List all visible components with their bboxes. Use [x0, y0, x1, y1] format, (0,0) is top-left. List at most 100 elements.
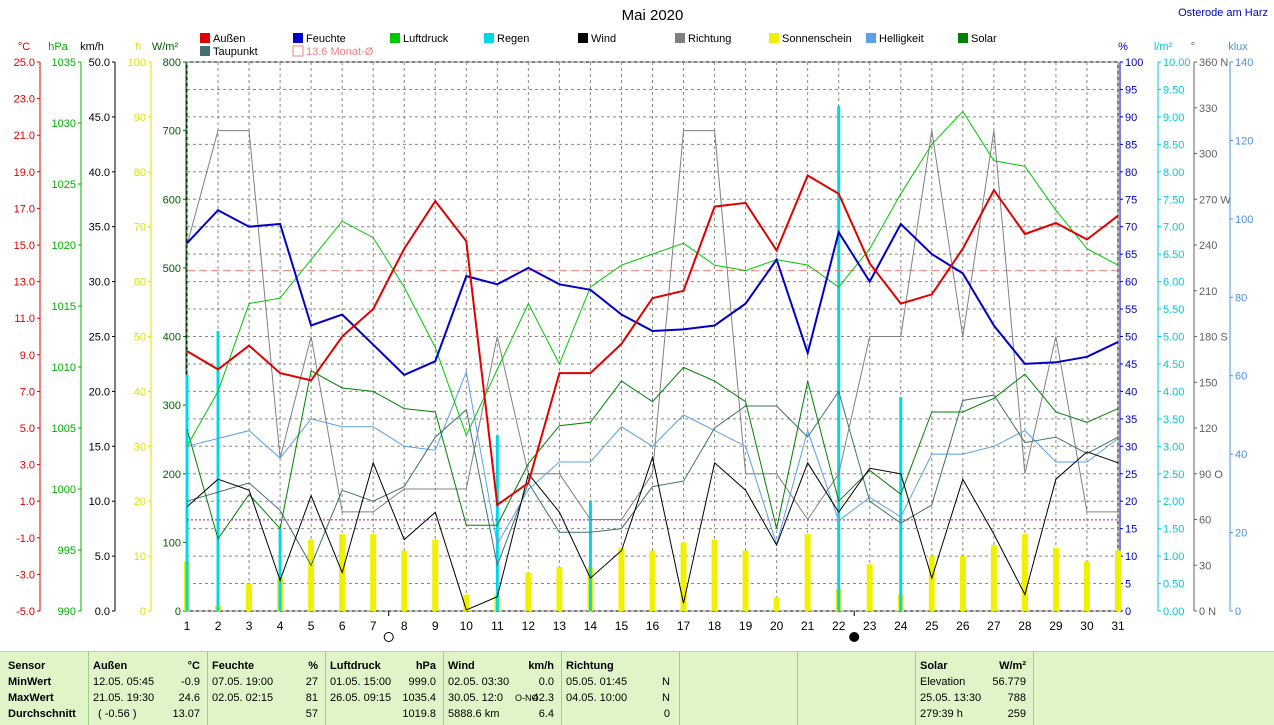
- axis-tick-label: 1.0: [20, 496, 35, 508]
- legend-label: Wind: [591, 33, 616, 45]
- axis-tick-label: 1015: [52, 301, 76, 313]
- stats-aussen-avg-val: 13.07: [172, 708, 200, 720]
- series-line-luftdruck: [186, 110, 1119, 447]
- stats-luftdruck-min-val: 999.0: [408, 676, 436, 688]
- stats-min-label: MinWert: [8, 676, 52, 688]
- axis-tick-label: 40.0: [89, 167, 110, 179]
- axis-tick-label: 7.00: [1163, 222, 1184, 234]
- legend-label: 13.6 Monat-Ø: [306, 46, 374, 58]
- stats-aussen-header: Außen: [93, 660, 128, 672]
- axis-tick-label: 50: [1125, 332, 1137, 344]
- axis-tick-label: 1.00: [1163, 551, 1184, 563]
- stats-solar-elevation-label: Elevation: [920, 676, 966, 688]
- axis-unit-label: °C: [18, 41, 30, 53]
- axis-tick-label: 8.50: [1163, 139, 1184, 151]
- axis-tick-label: 500: [163, 263, 181, 275]
- axis-tick-label: 60: [134, 277, 146, 289]
- legend-swatch: [866, 33, 876, 43]
- axis-tick-label: 5.50: [1163, 304, 1184, 316]
- axis-unit-label: klux: [1228, 41, 1248, 53]
- stats-richtung-min-val: N: [662, 676, 670, 688]
- rain-bar: [899, 396, 903, 611]
- axis-tick-label: 30: [1125, 441, 1137, 453]
- legend-swatch: [200, 46, 210, 56]
- stats-luftdruck-unit: hPa: [415, 660, 436, 672]
- stats-feuchte-unit: %: [308, 660, 318, 672]
- axis-tick-label: 23.0: [14, 94, 35, 106]
- axis-tick-label: 1010: [52, 362, 76, 374]
- stats-solar-hours: 279:39 h: [920, 708, 963, 720]
- axis-tick-label: 25: [1125, 469, 1137, 481]
- legend-swatch: [390, 33, 400, 43]
- stats-aussen-max-time: 21.05. 19:30: [93, 692, 155, 704]
- axis-tick-label: 35: [1125, 414, 1137, 426]
- stats-richtung-avg-val: 0: [663, 708, 670, 720]
- axis-tick-label: 180 S: [1199, 332, 1228, 344]
- axis-tick-label: 100: [128, 57, 146, 69]
- stats-luftdruck-min-time: 01.05. 15:00: [330, 676, 392, 688]
- x-tick-label: 2: [215, 619, 222, 633]
- axis-tick-label: 7.0: [20, 386, 35, 398]
- x-tick-label: 21: [801, 619, 815, 633]
- stats-aussen-avg-note: ( -0.56 ): [98, 708, 137, 720]
- axis-tick-label: 700: [163, 126, 181, 138]
- sunshine-bar: [401, 550, 408, 611]
- axis-tick-label: 40: [134, 386, 146, 398]
- axis-tick-label: 2.00: [1163, 496, 1184, 508]
- axis-tick-label: 4.50: [1163, 359, 1184, 371]
- legend-swatch: [484, 33, 494, 43]
- axis-tick-label: 4.00: [1163, 386, 1184, 398]
- axis-tick-label: 55: [1125, 304, 1137, 316]
- legend-label: Luftdruck: [403, 33, 449, 45]
- axis-tick-label: 300: [163, 400, 181, 412]
- stats-richtung-min-time: 05.05. 01:45: [566, 676, 628, 688]
- axis-tick-label: 10: [134, 551, 146, 563]
- x-tick-label: 19: [739, 619, 753, 633]
- rain-bar: [837, 105, 841, 612]
- axis-tick-label: 90: [134, 112, 146, 124]
- axis-tick-label: 0: [140, 606, 146, 618]
- axis-tick-label: 1030: [52, 118, 76, 130]
- axis-tick-label: 140: [1235, 57, 1253, 69]
- series-line-taupunkt: [186, 390, 1119, 568]
- axis-unit-label: h: [135, 41, 141, 53]
- axis-tick-label: 19.0: [14, 167, 35, 179]
- sunshine-bar: [990, 545, 997, 611]
- axis-tick-label: 45: [1125, 359, 1137, 371]
- axis-tick-label: 90 O: [1199, 469, 1223, 481]
- axis-tick-label: 120: [1235, 135, 1253, 147]
- axis-unit-label: °: [1191, 41, 1195, 53]
- stats-avg-label: Durchschnitt: [8, 708, 76, 720]
- weather-chart: Mai 2020 Osterode am Harz Außen Feuchte Luft…: [14, 7, 1268, 642]
- stats-feuchte-max-time: 02.05. 02:15: [212, 692, 274, 704]
- axis-tick-label: 50: [134, 332, 146, 344]
- stats-richtung-max-time: 04.05. 10:00: [566, 692, 628, 704]
- axis-tick-label: 90: [1125, 112, 1137, 124]
- axis-unit-label: l/m²: [1154, 41, 1173, 53]
- legend-label: Taupunkt: [213, 46, 258, 58]
- legend-label: Sonnenschein: [782, 33, 852, 45]
- series-line-aussen: [186, 174, 1119, 507]
- stats-solar-avg-val: 259: [1007, 708, 1026, 720]
- x-tick-label: 23: [863, 619, 877, 633]
- stats-feuchte-header: Feuchte: [212, 660, 255, 672]
- axis-tick-label: 85: [1125, 139, 1137, 151]
- axis-tick-label: 9.0: [20, 350, 35, 362]
- stats-solar-max-time: 25.05. 13:30: [920, 692, 982, 704]
- series-line-solar: [186, 366, 1119, 541]
- axis-tick-label: 10: [1125, 551, 1137, 563]
- axis-tick-label: 40: [1235, 449, 1247, 461]
- sunshine-bar: [649, 550, 656, 611]
- axis-tick-label: 0 N: [1199, 606, 1216, 618]
- stats-aussen-unit: °C: [187, 660, 200, 672]
- axis-tick-label: 100: [1125, 57, 1143, 69]
- x-tick-label: 22: [832, 619, 846, 633]
- axis-tick-label: 95: [1125, 84, 1137, 96]
- axis-tick-label: 990: [58, 606, 76, 618]
- axis-tick-label: 25.0: [14, 57, 35, 69]
- axis-tick-label: 20.0: [89, 386, 110, 398]
- axis-tick-label: 0.0: [95, 606, 110, 618]
- stats-solar-elevation-val: 56.779: [992, 676, 1026, 688]
- axis-tick-label: 3.50: [1163, 414, 1184, 426]
- full-moon-icon: [383, 632, 394, 642]
